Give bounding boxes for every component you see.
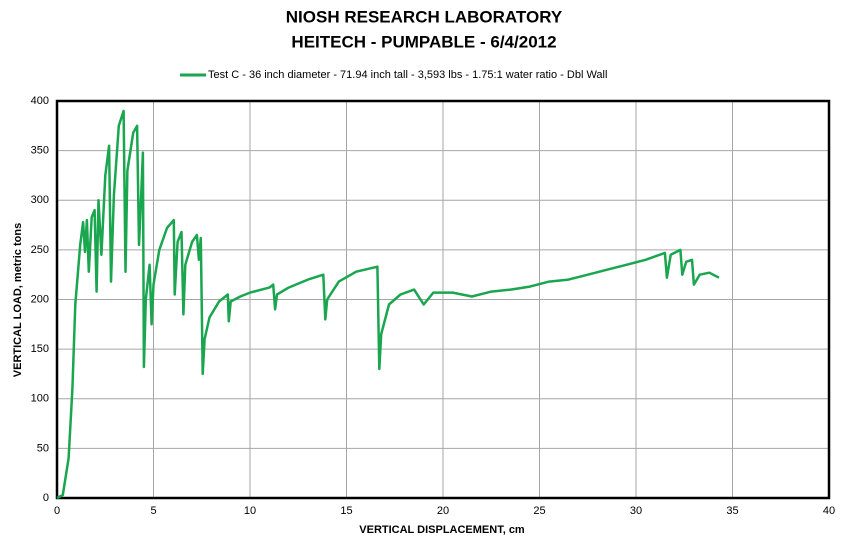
y-tick-label: 350: [31, 145, 49, 157]
chart-title: NIOSH RESEARCH LABORATORY: [286, 7, 563, 26]
x-tick-label: 10: [244, 505, 256, 517]
x-tick-label: 40: [823, 505, 835, 517]
y-tick-label: 300: [31, 194, 49, 206]
data-line: [56, 109, 720, 500]
y-tick-label: 150: [31, 343, 49, 355]
x-tick-label: 35: [726, 505, 738, 517]
chart-title: HEITECH - PUMPABLE - 6/4/2012: [291, 32, 556, 51]
legend-label: Test C - 36 inch diameter - 71.94 inch t…: [208, 69, 607, 81]
y-tick-label: 50: [37, 442, 49, 454]
y-tick-label: 250: [31, 244, 49, 256]
y-axis-title: VERTICAL LOAD, metric tons: [12, 223, 24, 377]
y-tick-label: 0: [43, 492, 49, 504]
x-tick-label: 5: [150, 505, 156, 517]
plot-border: [55, 99, 831, 500]
y-tick-label: 100: [31, 393, 49, 405]
x-tick-label: 15: [340, 505, 352, 517]
x-tick-label: 0: [54, 505, 60, 517]
x-tick-label: 25: [533, 505, 545, 517]
y-tick-label: 200: [31, 293, 49, 305]
x-tick-label: 30: [630, 505, 642, 517]
y-tick-label: 400: [31, 95, 49, 107]
x-axis-title: VERTICAL DISPLACEMENT, cm: [359, 524, 525, 536]
x-tick-label: 20: [437, 505, 449, 517]
